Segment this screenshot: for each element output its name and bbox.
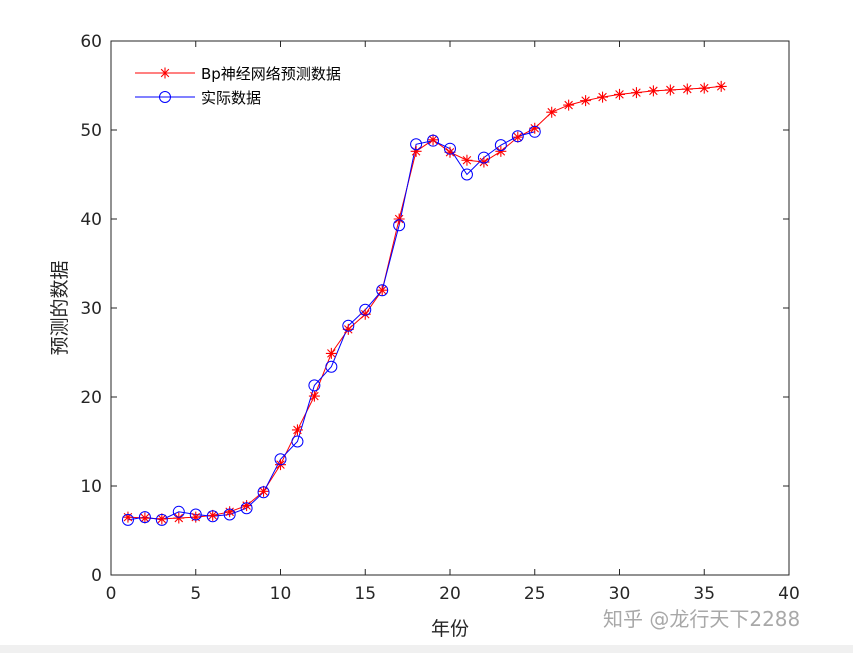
data-point-actual <box>410 138 423 151</box>
data-point-actual <box>427 134 440 147</box>
data-point-actual <box>155 513 168 526</box>
y-tick-label: 10 <box>80 477 102 497</box>
data-point-actual <box>121 513 134 526</box>
legend-label-actual: 实际数据 <box>201 89 261 107</box>
data-point-bp <box>478 156 490 168</box>
plot-background <box>111 41 789 575</box>
data-point-actual <box>444 142 456 155</box>
legend-box <box>124 58 386 116</box>
data-point-bp <box>630 87 642 99</box>
data-point-bp <box>444 146 456 158</box>
data-point-bp <box>308 390 320 402</box>
data-point-bp <box>614 88 625 100</box>
data-point-bp <box>681 83 693 95</box>
data-point-bp <box>664 84 676 96</box>
y-tick-label: 60 <box>80 32 102 52</box>
legend-label-bp: Bp神经网络预测数据 <box>201 65 341 83</box>
data-point-actual <box>172 505 185 518</box>
data-point-bp <box>156 513 168 525</box>
x-tick-label: 20 <box>439 584 461 604</box>
data-point-actual <box>460 168 473 181</box>
x-tick-label: 5 <box>190 584 201 604</box>
data-point-bp <box>410 145 422 157</box>
data-point-actual <box>494 139 507 152</box>
data-point-bp <box>139 512 151 524</box>
legend-marker-bp <box>159 67 171 79</box>
data-point-bp <box>122 511 134 523</box>
y-tick-label: 30 <box>80 299 102 319</box>
legend: Bp神经网络预测数据 实际数据 <box>124 58 386 116</box>
data-point-bp <box>241 500 253 512</box>
data-point-bp <box>207 509 219 521</box>
data-point-bp <box>529 122 541 134</box>
data-point-actual <box>240 502 253 515</box>
data-point-actual <box>189 508 202 521</box>
x-tick-label: 35 <box>693 584 715 604</box>
data-point-actual <box>342 319 355 332</box>
x-tick-label: 40 <box>778 584 800 604</box>
data-point-bp <box>563 99 575 111</box>
axis-layer: 0 5 10 15 20 25 30 35 40 0 10 20 30 40 50 60 <box>80 32 799 604</box>
data-point-bp <box>698 82 710 94</box>
data-point-actual <box>511 130 524 143</box>
data-point-bp <box>512 131 524 143</box>
watermark: 知乎 @龙行天下2288 <box>603 607 801 631</box>
data-point-bp <box>461 154 473 166</box>
data-point-bp <box>597 91 609 103</box>
data-point-bp <box>325 347 337 359</box>
data-point-bp <box>173 512 185 524</box>
data-point-bp <box>647 85 659 97</box>
data-point-actual <box>376 284 389 297</box>
data-point-actual <box>257 486 270 499</box>
data-point-actual <box>528 125 541 138</box>
y-tick-label: 40 <box>80 210 102 230</box>
x-tick-label: 15 <box>354 584 376 604</box>
data-point-actual <box>138 511 151 524</box>
data-point-actual <box>393 219 406 232</box>
x-axis-label: 年份 <box>431 618 469 640</box>
data-point-bp <box>342 323 354 335</box>
data-point-actual <box>206 510 219 523</box>
data-point-actual <box>308 379 321 392</box>
data-point-actual <box>359 303 372 316</box>
x-tick-label: 25 <box>524 584 546 604</box>
y-axis-label: 预测的数据 <box>49 260 71 355</box>
data-point-bp <box>393 213 405 225</box>
x-tick-label: 10 <box>270 584 292 604</box>
data-point-actual <box>274 453 287 466</box>
data-point-bp <box>427 134 439 146</box>
y-tick-label: 0 <box>91 566 102 586</box>
data-point-actual <box>291 435 304 448</box>
bottom-bar <box>0 645 853 653</box>
data-point-bp <box>190 511 202 523</box>
y-tick-label: 50 <box>80 121 102 141</box>
data-point-bp <box>715 80 727 92</box>
data-point-actual <box>477 151 490 164</box>
data-point-bp <box>224 506 236 518</box>
data-point-actual <box>325 360 338 373</box>
legend-marker-actual <box>159 91 171 103</box>
legend-marker-bp-glyph <box>159 67 171 79</box>
x-tick-label: 0 <box>106 584 117 604</box>
data-point-bp <box>376 284 388 296</box>
series-layer <box>121 80 727 526</box>
x-tick-label: 30 <box>609 584 631 604</box>
data-point-bp <box>291 424 303 436</box>
y-tick-label: 20 <box>80 388 102 408</box>
data-point-bp <box>580 95 592 107</box>
data-point-bp <box>258 485 270 497</box>
data-point-actual <box>223 508 236 521</box>
data-point-bp <box>546 106 558 118</box>
data-point-bp <box>495 145 507 157</box>
data-point-bp <box>359 308 371 320</box>
